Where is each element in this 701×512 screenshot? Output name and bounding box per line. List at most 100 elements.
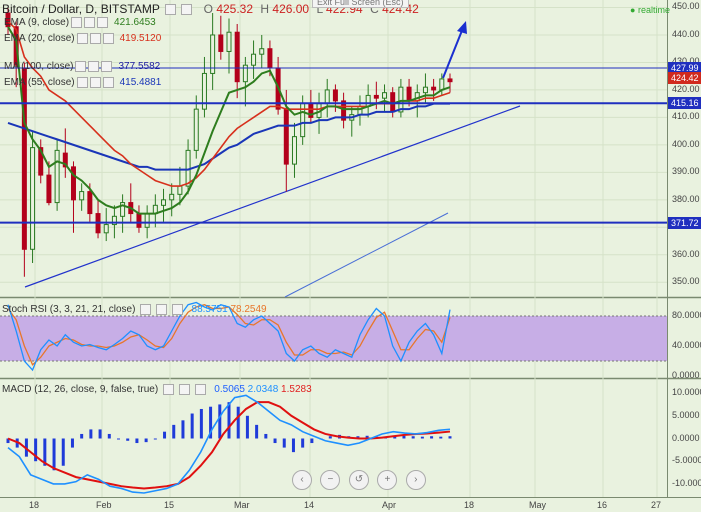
indicator-legend-item: EMA (20, close) 419.5120 <box>4 33 161 44</box>
h-label: H <box>260 2 270 16</box>
plus-icon[interactable]: + <box>377 470 398 490</box>
trend-lines <box>24 21 521 298</box>
price-badge: 415.16 <box>668 97 701 110</box>
candle-body <box>341 100 347 121</box>
indicator-value: 421.6453 <box>114 17 156 29</box>
macd-histogram-bar <box>163 431 167 439</box>
time-tick-label: May <box>529 500 547 510</box>
candle-body <box>365 94 371 107</box>
macd-histogram-bar <box>301 438 305 448</box>
price-tick-label: 430.00 <box>672 56 700 66</box>
macd-histogram-bar <box>430 436 434 439</box>
candle-body <box>54 149 60 204</box>
stoch-rsi <box>7 301 451 372</box>
stoch-rsi-remove-button[interactable] <box>171 304 183 315</box>
time-tick-label: Feb <box>96 500 112 510</box>
forecast-arrow-head <box>457 21 467 34</box>
price-tick-label: 380.00 <box>672 193 700 204</box>
stoch-rsi-label: Stoch RSI (3, 3, 21, 21, close) <box>2 304 136 316</box>
candle-body <box>291 136 297 165</box>
indicator-control-button[interactable] <box>102 33 114 44</box>
indicator-control-button[interactable] <box>71 17 83 28</box>
chevron-right-icon[interactable]: › <box>405 470 426 490</box>
candle-body <box>447 78 453 83</box>
time-tick-label: 27 <box>651 500 662 510</box>
indicator-control-button[interactable] <box>89 33 101 44</box>
macd-histogram-bar <box>393 436 397 439</box>
macd-settings-button[interactable] <box>162 384 174 395</box>
macd-histogram-bar <box>273 438 277 444</box>
macd-histogram-bar <box>52 438 56 471</box>
macd-histogram-bar <box>172 424 176 439</box>
stoch-rsi-settings-button[interactable] <box>140 304 152 315</box>
indicator-value: 377.5582 <box>118 61 161 73</box>
indicator-control-button[interactable] <box>75 61 87 72</box>
macd-histogram-bar <box>209 406 213 439</box>
candle-body <box>144 213 150 228</box>
macd-histogram-bar <box>439 436 443 439</box>
indicator-legend-item: EMA (55, close) 415.4881 <box>4 77 161 88</box>
realtime-label: realtime <box>637 5 670 15</box>
candle-body <box>373 94 379 99</box>
price-tick-label: 450.00 <box>672 1 700 12</box>
macd-tick-label: 5.0000 <box>672 409 700 420</box>
macd-value-1: 0.5065 <box>214 384 245 396</box>
l-label: L <box>316 2 323 16</box>
realtime-dot-icon: ● <box>630 5 636 15</box>
candle-body <box>283 108 289 165</box>
exit-fullscreen-hint[interactable]: Exit Full Screen (Esc) <box>312 0 409 8</box>
settings-button[interactable] <box>164 4 176 16</box>
candle-body <box>234 31 240 83</box>
candle-body <box>70 166 76 201</box>
zoom-controls: ‹ − ↺ + › <box>292 469 426 490</box>
macd-legend: MACD (12, 26, close, 9, false, true) 0.5… <box>2 384 312 395</box>
minus-icon[interactable]: − <box>320 470 341 490</box>
indicator-legend-item: EMA (9, close) 421.6453 <box>4 17 156 28</box>
toggle-button[interactable] <box>181 4 193 16</box>
indicator-control-button[interactable] <box>97 17 109 28</box>
indicator-control-button[interactable] <box>76 77 88 88</box>
indicator-control-button[interactable] <box>84 17 96 28</box>
macd-histogram-bar <box>365 435 369 439</box>
macd-histogram-bar <box>291 438 295 453</box>
macd-histogram-bar <box>6 438 10 444</box>
macd-histogram-bar <box>255 424 259 439</box>
candle-body <box>120 202 126 217</box>
macd-histogram-bar <box>448 436 452 439</box>
o-label: O <box>203 2 213 16</box>
h-value: 426.00 <box>272 2 310 16</box>
stoch-rsi-k-value: 88.5751 <box>191 304 228 316</box>
macd-hide-button[interactable] <box>178 384 190 395</box>
macd-remove-button[interactable] <box>194 384 206 395</box>
macd-histogram-bar <box>245 415 249 439</box>
time-tick-label: Mar <box>234 500 250 510</box>
macd-histogram-bar <box>310 438 314 444</box>
candle-body <box>62 152 68 168</box>
macd-histogram-bar <box>126 438 130 441</box>
indicator-value: 415.4881 <box>119 77 162 89</box>
indicator-control-button[interactable] <box>102 77 114 88</box>
macd-histogram-bar <box>227 402 231 439</box>
stoch-rsi-k-line <box>7 301 451 372</box>
macd-tick-label: -10.0000 <box>672 477 701 488</box>
indicator-control-button[interactable] <box>88 61 100 72</box>
price-tick-label: 390.00 <box>672 166 700 177</box>
stoch-rsi-band <box>0 315 667 362</box>
o-value: 425.32 <box>216 2 254 16</box>
trend-line-parallel <box>284 212 449 298</box>
stoch-rsi-hide-button[interactable] <box>155 304 167 315</box>
indicator-control-button[interactable] <box>76 33 88 44</box>
reset-icon[interactable]: ↺ <box>348 470 369 490</box>
macd-histogram-bar <box>117 438 120 440</box>
chart-title: Bitcoin / Dollar, D, BITSTAMP <box>2 2 160 16</box>
time-tick-label: 14 <box>304 500 315 510</box>
macd-histogram-bar <box>107 433 111 439</box>
indicator-control-button[interactable] <box>101 61 113 72</box>
macd-tick-label: 10.0000 <box>672 387 701 398</box>
main-pane-bg <box>0 0 667 296</box>
chevron-left-icon[interactable]: ‹ <box>292 470 312 490</box>
macd-histogram-bar <box>43 438 47 466</box>
macd-line <box>7 394 451 494</box>
indicator-control-button[interactable] <box>89 77 101 88</box>
indicator-name: EMA (9, close) <box>4 17 70 29</box>
